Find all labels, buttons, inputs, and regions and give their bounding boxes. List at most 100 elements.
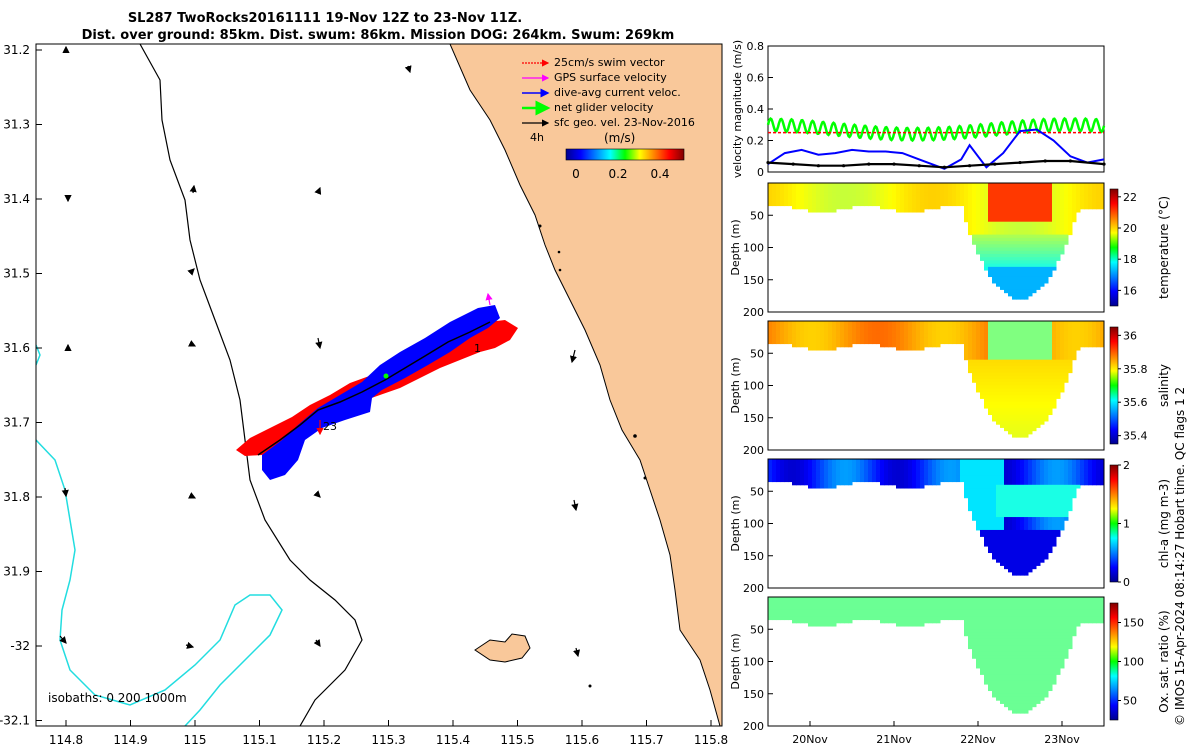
section-cell (836, 609, 841, 614)
section-cell (780, 337, 785, 341)
section-cell (880, 321, 885, 325)
section-cell (1060, 500, 1065, 505)
section-cell (988, 523, 993, 528)
section-cell (976, 609, 981, 614)
section-cell (1044, 523, 1049, 528)
section-cell (908, 465, 913, 470)
section-cell (796, 613, 801, 617)
section-cell (992, 375, 997, 380)
section-cell (872, 199, 877, 203)
section-cell (1032, 321, 1037, 325)
section-cell (964, 484, 969, 489)
section-cell (1020, 369, 1025, 374)
section-cell (1012, 504, 1017, 508)
section-cell (792, 343, 797, 348)
section-cell (1004, 510, 1009, 515)
section-cell (824, 202, 829, 207)
section-cell (884, 468, 889, 473)
section-cell (1008, 420, 1013, 425)
section-cell (1032, 696, 1037, 701)
section-cell (996, 356, 1001, 361)
map-colorbar (565, 148, 685, 161)
section-cell (820, 478, 825, 483)
section-cell (984, 597, 989, 601)
section-cell (788, 462, 793, 466)
section-cell (1020, 606, 1025, 611)
section-cell (1092, 462, 1097, 466)
section-cell (996, 192, 1001, 197)
section-cell (928, 462, 933, 466)
section-cell (1024, 327, 1029, 332)
section-cell (768, 186, 773, 190)
section-cell (892, 465, 897, 470)
section-cell (792, 481, 797, 486)
section-cell (992, 603, 997, 608)
section-cell (1024, 199, 1029, 203)
section-cell (1040, 497, 1045, 502)
section-cell (980, 366, 985, 370)
section-cell (900, 619, 905, 624)
section-cell (872, 475, 877, 479)
section-cell (1004, 500, 1009, 505)
section-cell (996, 250, 1001, 255)
section-cell (988, 270, 993, 274)
section-cell (1020, 202, 1025, 207)
section-cell (1008, 517, 1013, 521)
section-cell (1000, 350, 1005, 354)
section-cell (984, 459, 989, 463)
section-cell (1016, 648, 1021, 653)
section-cell (1048, 218, 1053, 223)
section-cell (824, 619, 829, 624)
section-cell (828, 199, 833, 203)
section-cell (1044, 350, 1049, 354)
section-cell (992, 333, 997, 338)
section-cell (1064, 468, 1069, 473)
section-cell (824, 183, 829, 187)
section-cell (1032, 218, 1037, 223)
section-cell (1028, 192, 1033, 197)
section-cell (1036, 282, 1041, 287)
section-cell (780, 459, 785, 463)
section-cell (964, 462, 969, 466)
section-cell (1060, 382, 1065, 386)
section-cell (1068, 353, 1073, 357)
section-cell (984, 202, 989, 207)
section-cell (1068, 231, 1073, 236)
section-cell (856, 189, 861, 194)
section-cell (1020, 664, 1025, 669)
section-cell (976, 244, 981, 249)
section-cell (1048, 684, 1053, 688)
section-cell (864, 468, 869, 473)
section-cell (980, 205, 985, 210)
section-cell (1000, 488, 1005, 492)
section-cell (1012, 382, 1017, 386)
section-cell (1004, 186, 1009, 190)
section-cell (1016, 417, 1021, 422)
section-cell (1008, 337, 1013, 341)
section-cell (1000, 385, 1005, 390)
section-cell (964, 337, 969, 341)
section-cell (1000, 500, 1005, 505)
section-cell (1056, 208, 1061, 213)
section-cell (1024, 353, 1029, 357)
section-cell (980, 513, 985, 518)
section-cell (1044, 221, 1049, 226)
section-cell (1044, 500, 1049, 505)
section-cell (1044, 638, 1049, 643)
section-cell (1072, 606, 1077, 611)
section-cell (1068, 333, 1073, 338)
section-cell (1020, 504, 1025, 508)
section-cell (768, 459, 773, 463)
section-cell (1004, 690, 1009, 695)
section-cell (1052, 186, 1057, 190)
section-cell (1008, 687, 1013, 692)
section-cell (1000, 333, 1005, 338)
section-cell (1032, 664, 1037, 669)
section-cell (1044, 247, 1049, 252)
section-cell (1012, 638, 1017, 643)
section-cell (1052, 228, 1057, 232)
section-cell (964, 488, 969, 492)
section-cell (1024, 195, 1029, 200)
section-cell (1040, 391, 1045, 396)
section-cell (1048, 475, 1053, 479)
